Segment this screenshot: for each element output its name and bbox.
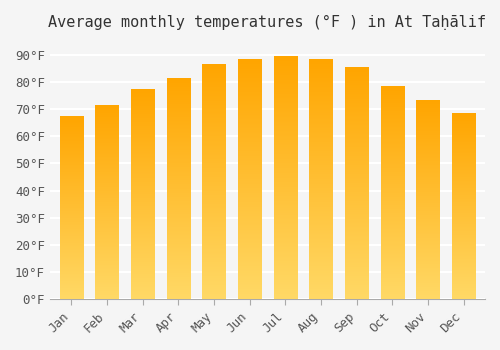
Title: Average monthly temperatures (°F ) in At Taḥālif: Average monthly temperatures (°F ) in At… bbox=[48, 15, 486, 30]
